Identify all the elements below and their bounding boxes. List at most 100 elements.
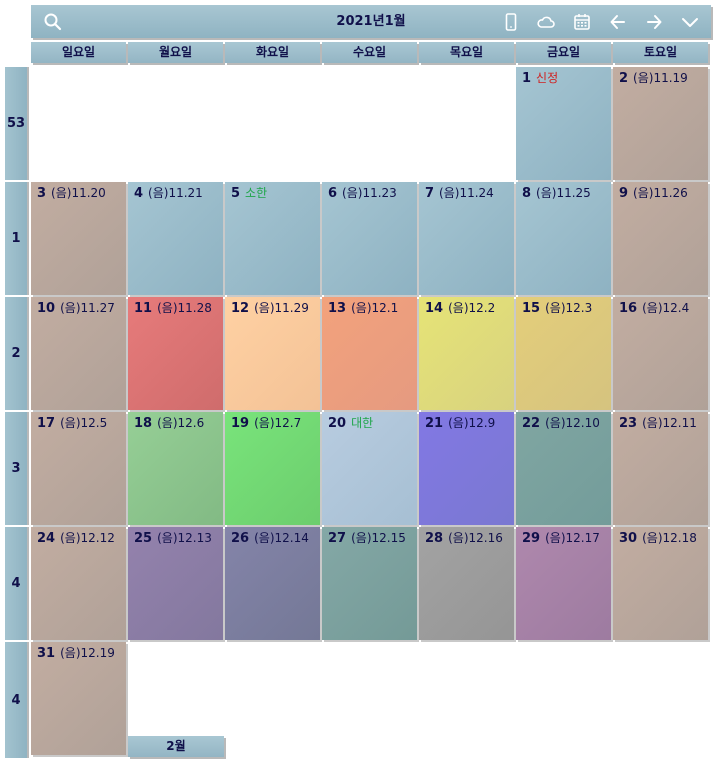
day-number: 22 (음)12.10 [522,414,600,431]
week-number: 4 [5,642,27,758]
day-number: 2 (음)11.19 [619,69,688,86]
lunar-date: (음)12.4 [642,301,690,315]
holiday-label: 신정 [536,71,559,85]
day-cell[interactable]: 13 (음)12.1 [322,297,417,410]
day-cell[interactable]: 18 (음)12.6 [128,412,223,525]
day-number-text: 28 [425,531,444,546]
day-cell[interactable]: 9 (음)11.26 [613,182,708,295]
day-cell[interactable]: 23 (음)12.11 [613,412,708,525]
day-number: 15 (음)12.3 [522,299,592,316]
day-number: 18 (음)12.6 [134,414,204,431]
arrow-right-icon[interactable] [642,10,666,34]
day-cell[interactable]: 29 (음)12.17 [516,527,611,640]
lunar-date: (음)12.13 [157,531,212,545]
day-cell[interactable]: 30 (음)12.18 [613,527,708,640]
day-number-text: 29 [522,531,541,546]
next-month-button[interactable]: 2월 [128,736,224,757]
day-number: 9 (음)11.26 [619,184,688,201]
day-number-text: 23 [619,416,638,431]
day-cell[interactable]: 10 (음)11.27 [31,297,126,410]
day-number: 10 (음)11.27 [37,299,115,316]
calendar-toolbar: 2021년1월 [31,5,711,38]
phone-icon[interactable] [499,10,523,34]
day-number-text: 11 [134,301,153,316]
lunar-date: (음)12.14 [254,531,309,545]
weekday-header-tue: 화요일 [225,42,320,63]
day-number: 1 신정 [522,69,558,86]
day-cell[interactable]: 31 (음)12.19 [31,642,126,755]
weekday-header-sun: 일요일 [31,42,126,63]
day-cell[interactable]: 6 (음)11.23 [322,182,417,295]
lunar-date: (음)11.29 [254,301,309,315]
calendar-icon[interactable] [570,10,594,34]
day-cell[interactable]: 25 (음)12.13 [128,527,223,640]
day-number-text: 9 [619,186,629,201]
day-cell[interactable]: 22 (음)12.10 [516,412,611,525]
day-cell[interactable]: 4 (음)11.21 [128,182,223,295]
weekday-header-fri: 금요일 [516,42,611,63]
day-cell[interactable]: 27 (음)12.15 [322,527,417,640]
chevron-down-icon[interactable] [678,10,702,34]
week-number: 2 [5,297,27,410]
day-number: 28 (음)12.16 [425,529,503,546]
day-number-text: 4 [134,186,144,201]
lunar-date: (음)11.24 [439,186,494,200]
cloud-icon[interactable] [534,10,558,34]
day-number: 5 소한 [231,184,267,201]
lunar-date: (음)12.7 [254,416,302,430]
lunar-date: (음)12.10 [545,416,600,430]
day-number: 16 (음)12.4 [619,299,689,316]
lunar-date: (음)12.15 [351,531,406,545]
day-cell[interactable]: 7 (음)11.24 [419,182,514,295]
search-icon[interactable] [41,10,65,34]
day-number: 17 (음)12.5 [37,414,107,431]
weekday-header-thu: 목요일 [419,42,514,63]
day-cell[interactable]: 16 (음)12.4 [613,297,708,410]
day-cell[interactable]: 14 (음)12.2 [419,297,514,410]
day-cell[interactable]: 1 신정 [516,67,611,180]
arrow-left-icon[interactable] [606,10,630,34]
day-number-text: 16 [619,301,638,316]
lunar-date: (음)11.28 [157,301,212,315]
lunar-date: (음)12.16 [448,531,503,545]
lunar-date: (음)11.19 [633,71,688,85]
day-number-text: 5 [231,186,241,201]
day-number: 6 (음)11.23 [328,184,397,201]
day-cell[interactable]: 12 (음)11.29 [225,297,320,410]
day-cell[interactable]: 5 소한 [225,182,320,295]
day-cell[interactable]: 17 (음)12.5 [31,412,126,525]
day-number: 21 (음)12.9 [425,414,495,431]
day-number-text: 7 [425,186,435,201]
lunar-date: (음)12.3 [545,301,593,315]
day-number: 29 (음)12.17 [522,529,600,546]
day-cell[interactable]: 2 (음)11.19 [613,67,708,180]
day-number-text: 27 [328,531,347,546]
day-cell[interactable]: 26 (음)12.14 [225,527,320,640]
day-cell[interactable]: 19 (음)12.7 [225,412,320,525]
day-number: 4 (음)11.21 [134,184,203,201]
day-cell[interactable]: 11 (음)11.28 [128,297,223,410]
day-number-text: 2 [619,71,629,86]
day-number-text: 1 [522,71,532,86]
day-cell[interactable]: 15 (음)12.3 [516,297,611,410]
day-number: 19 (음)12.7 [231,414,301,431]
lunar-date: (음)12.17 [545,531,600,545]
day-number-text: 22 [522,416,541,431]
lunar-date: (음)12.6 [157,416,205,430]
day-number-text: 19 [231,416,250,431]
lunar-date: (음)12.19 [60,646,115,660]
day-number: 14 (음)12.2 [425,299,495,316]
day-cell[interactable]: 20 대한 [322,412,417,525]
day-number-text: 20 [328,416,347,431]
day-number-text: 25 [134,531,153,546]
day-cell[interactable]: 3 (음)11.20 [31,182,126,295]
day-number: 31 (음)12.19 [37,644,115,661]
day-number-text: 8 [522,186,532,201]
day-number: 12 (음)11.29 [231,299,309,316]
day-cell[interactable]: 24 (음)12.12 [31,527,126,640]
day-cell[interactable]: 8 (음)11.25 [516,182,611,295]
day-number-text: 18 [134,416,153,431]
day-cell[interactable]: 21 (음)12.9 [419,412,514,525]
day-cell[interactable]: 28 (음)12.16 [419,527,514,640]
day-number-text: 6 [328,186,338,201]
